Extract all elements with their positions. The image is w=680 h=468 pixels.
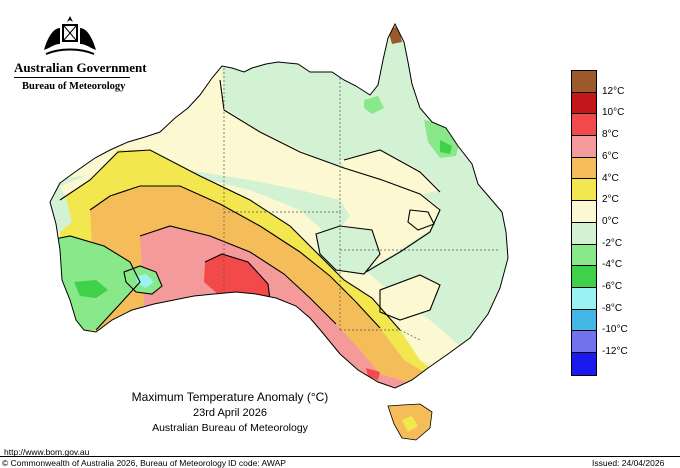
legend-label: 4°C <box>602 172 619 184</box>
government-name: Australian Government <box>14 60 147 75</box>
map-title: Maximum Temperature Anomaly (°C) <box>131 390 329 404</box>
coastline <box>49 22 509 389</box>
header-divider <box>14 77 130 78</box>
legend-swatch <box>572 201 596 223</box>
map-source: Australian Bureau of Meteorology <box>152 422 308 434</box>
copyright-text: © Commonwealth of Australia 2026, Bureau… <box>2 458 227 468</box>
legend-label: -12°C <box>602 346 628 358</box>
bureau-name: Bureau of Meteorology <box>22 81 126 92</box>
footer-divider <box>0 456 680 457</box>
map-title-block: Maximum Temperature Anomaly (°C) 23rd Ap… <box>100 389 360 436</box>
legend-swatch <box>572 287 596 310</box>
legend-label: -8°C <box>602 302 623 314</box>
legend-label: 6°C <box>602 150 619 162</box>
legend-swatch <box>572 114 596 137</box>
legend-label: 12°C <box>602 85 625 97</box>
legend-label: 10°C <box>602 107 625 119</box>
legend-label: -10°C <box>602 324 628 336</box>
legend-label: 8°C <box>602 129 619 141</box>
legend-label: 2°C <box>602 194 619 206</box>
legend-swatch <box>572 331 596 353</box>
coat-of-arms-logo <box>44 16 96 55</box>
map-date: 23rd April 2026 <box>193 407 267 419</box>
legend-swatch <box>572 352 596 375</box>
legend-swatch <box>572 157 596 180</box>
legend-swatch <box>572 92 596 115</box>
legend-swatch <box>572 71 596 93</box>
tasmania <box>387 403 433 441</box>
legend-swatch <box>572 222 596 245</box>
legend-label: 0°C <box>602 215 619 227</box>
legend-swatch <box>572 136 596 158</box>
id-code-text: ID code: AWAP <box>228 458 286 468</box>
legend-label: -2°C <box>602 237 623 249</box>
legend-swatch <box>572 309 596 332</box>
legend-swatch <box>572 244 596 267</box>
bom-url-link[interactable]: http://www.bom.gov.au <box>4 447 90 457</box>
legend-swatch <box>572 266 596 288</box>
issued-date-text: Issued: 24/04/2026 <box>592 458 665 468</box>
legend-swatch <box>572 179 596 202</box>
legend-label: -6°C <box>602 281 623 292</box>
color-legend <box>571 70 597 376</box>
legend-label: -4°C <box>602 259 623 271</box>
